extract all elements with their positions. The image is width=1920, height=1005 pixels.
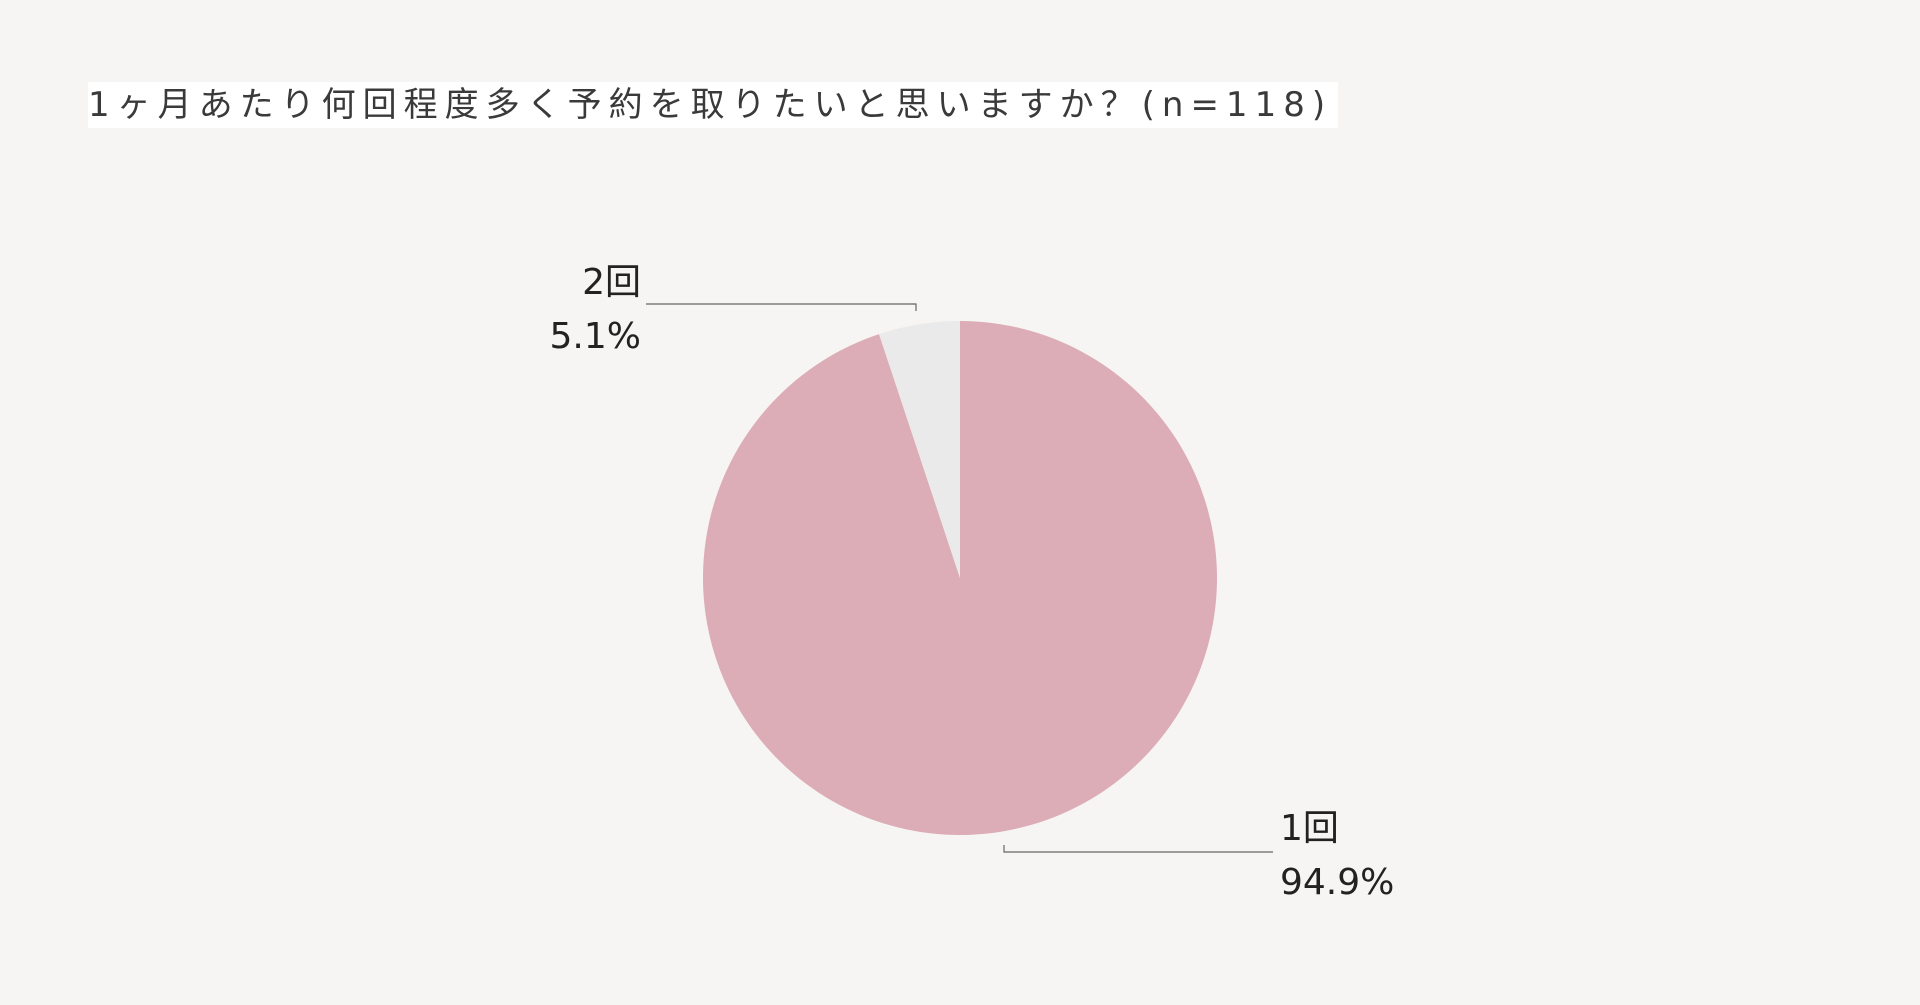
pie-slice-2: [879, 321, 960, 578]
slice-value-label-1: 94.9%: [1280, 862, 1394, 903]
leader-line-2: [646, 303, 917, 311]
pie-slices: [702, 321, 1217, 835]
slice-category-label-2: 2回: [582, 262, 641, 303]
pie-slice-1: [702, 321, 1217, 835]
slice-value-label-2: 5.1%: [550, 316, 641, 357]
slice-category-label-1: 1回: [1280, 808, 1339, 849]
pie-labels: 1回 94.9% 2回 5.1%: [550, 262, 1395, 903]
leader-line-1: [1003, 845, 1273, 853]
chart-title: 1ヶ月あたり何回程度多く予約を取りたいと思いますか？(n=118): [88, 82, 1339, 128]
